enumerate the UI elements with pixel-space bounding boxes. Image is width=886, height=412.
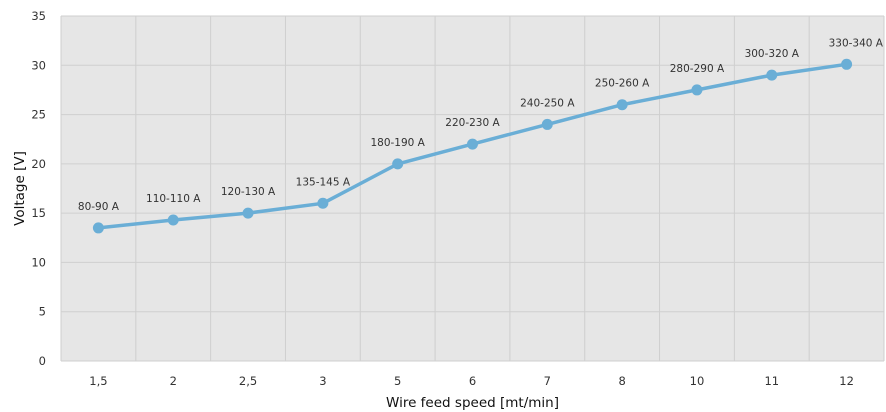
data-label: 330-340 A xyxy=(829,37,884,49)
x-tick-label: 10 xyxy=(690,374,705,388)
y-tick-label: 10 xyxy=(31,255,46,269)
x-tick-label: 5 xyxy=(394,374,401,388)
data-point xyxy=(841,58,853,70)
data-label: 300-320 A xyxy=(745,48,800,60)
y-tick-label: 20 xyxy=(31,157,46,171)
data-label: 80-90 A xyxy=(78,201,120,213)
data-point xyxy=(467,138,478,150)
data-label: 180-190 A xyxy=(370,137,425,149)
data-point xyxy=(242,207,254,219)
x-axis-title: Wire feed speed [mt/min] xyxy=(386,395,559,411)
x-tick-label: 1,5 xyxy=(89,374,107,388)
data-point xyxy=(766,69,778,81)
data-point xyxy=(541,118,553,130)
y-tick-label: 25 xyxy=(31,108,46,122)
data-point xyxy=(616,99,628,111)
data-label: 120-130 A xyxy=(221,186,276,198)
x-tick-label: 11 xyxy=(764,374,779,388)
x-tick-label: 6 xyxy=(469,374,476,388)
data-point xyxy=(317,197,329,209)
x-tick-label: 7 xyxy=(544,374,551,388)
x-tick-label: 3 xyxy=(319,374,326,388)
x-tick-label: 12 xyxy=(839,374,854,388)
plot-area xyxy=(61,16,884,361)
y-tick-label: 15 xyxy=(31,206,46,220)
data-point xyxy=(167,214,179,226)
y-axis-ticks: 0 5 10 15 20 25 30 35 xyxy=(31,9,46,368)
data-points xyxy=(92,58,853,234)
data-point xyxy=(392,158,404,170)
y-tick-label: 35 xyxy=(31,9,46,23)
data-point xyxy=(691,84,703,96)
data-label: 110-110 A xyxy=(146,193,201,205)
data-label: 250-260 A xyxy=(595,78,650,90)
data-label: 280-290 A xyxy=(670,63,725,75)
x-tick-label: 8 xyxy=(618,374,625,388)
y-axis-title: Voltage [V] xyxy=(12,151,28,226)
data-label: 240-250 A xyxy=(520,97,575,109)
y-tick-label: 30 xyxy=(31,58,46,72)
data-label: 135-145 A xyxy=(296,176,351,188)
y-tick-label: 5 xyxy=(39,305,46,319)
x-tick-label: 2,5 xyxy=(239,374,257,388)
x-tick-label: 2 xyxy=(170,374,177,388)
data-point xyxy=(92,222,104,234)
x-axis-ticks: 1,5 2 2,5 3 5 6 7 8 10 11 12 xyxy=(89,374,854,388)
y-tick-label: 0 xyxy=(39,354,46,368)
grid-lines xyxy=(60,15,885,362)
data-label: 220-230 A xyxy=(445,117,500,129)
data-labels: 80-90 A 110-110 A 120-130 A 135-145 A 180-19… xyxy=(78,37,884,213)
